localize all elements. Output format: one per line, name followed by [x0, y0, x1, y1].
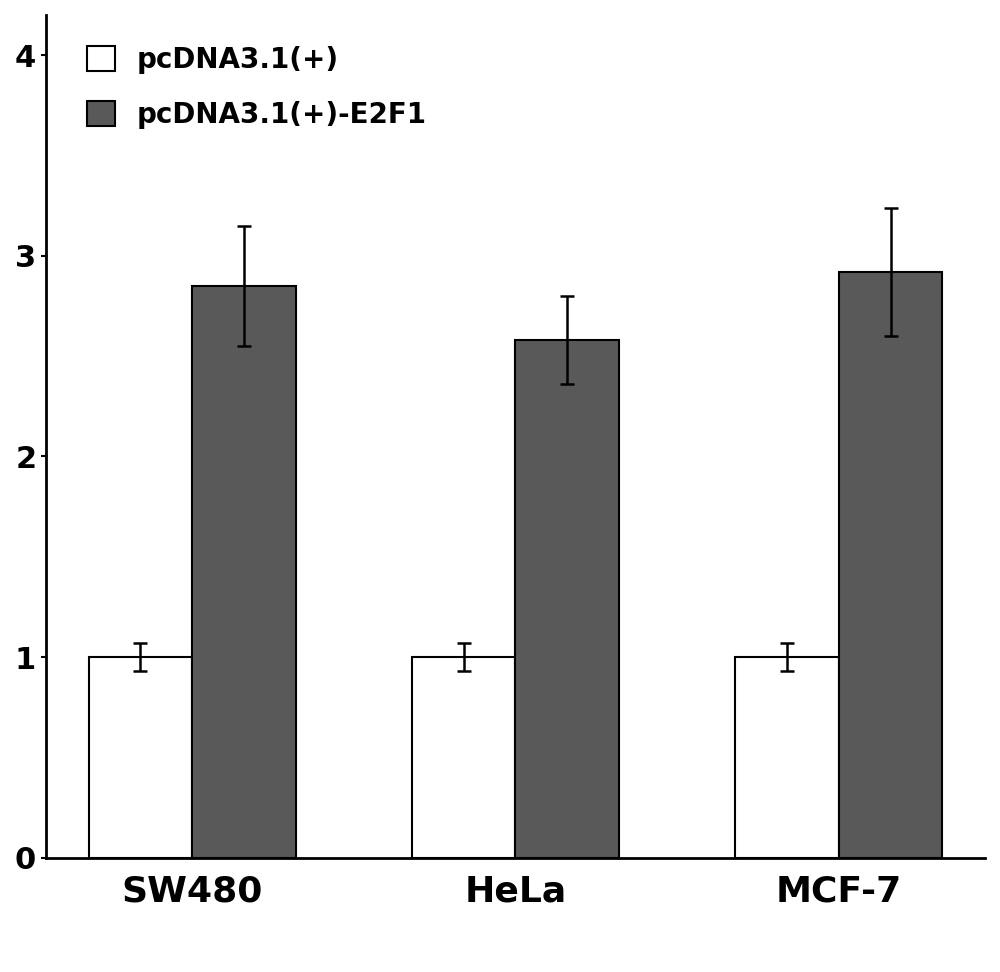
- Bar: [192, 286, 296, 857]
- Bar: [89, 657, 192, 857]
- Bar: [735, 657, 839, 857]
- Bar: [515, 340, 619, 857]
- Legend: pcDNA3.1(+), pcDNA3.1(+)-E2F1: pcDNA3.1(+), pcDNA3.1(+)-E2F1: [79, 37, 435, 138]
- Bar: [412, 657, 515, 857]
- Bar: [839, 272, 942, 857]
